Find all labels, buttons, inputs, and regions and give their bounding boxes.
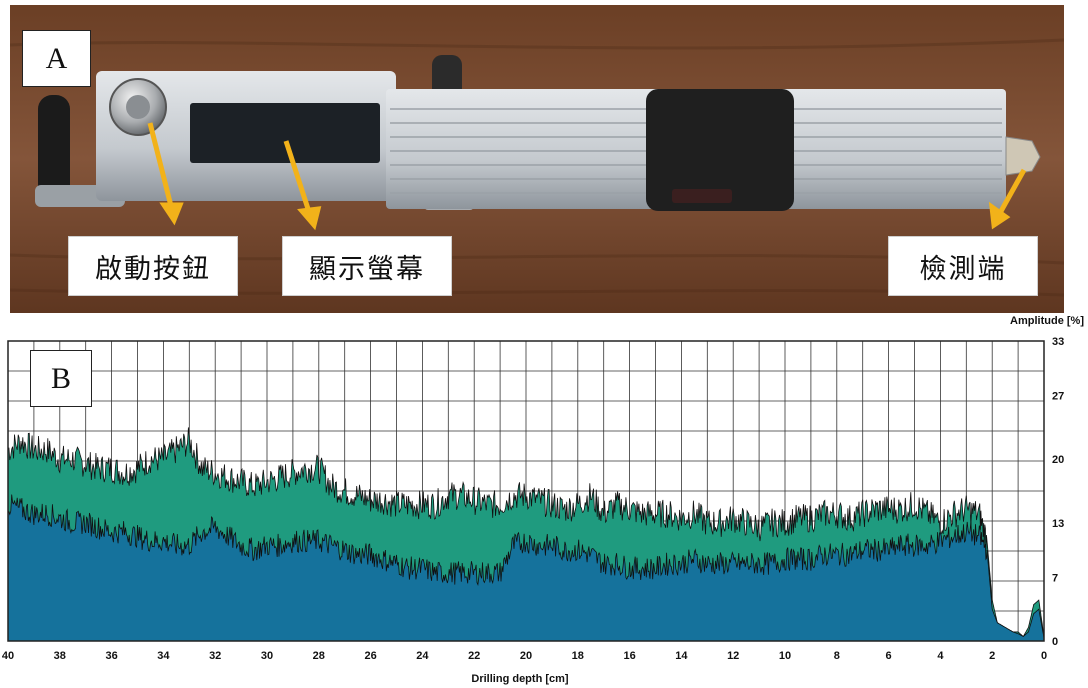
x-tick-label: 20 <box>520 650 532 662</box>
y-tick-label: 0 <box>1052 636 1058 648</box>
y-tick-label: 33 <box>1052 336 1064 348</box>
center-sleeve <box>646 89 794 211</box>
y-tick-label: 27 <box>1052 391 1064 403</box>
handle-grip <box>38 95 70 207</box>
x-tick-label: 26 <box>364 650 376 662</box>
probe-tip <box>1005 136 1041 176</box>
sleeve-badge <box>672 189 732 203</box>
plot-frame <box>7 340 1045 642</box>
callout-probe-end: 檢測端 <box>888 236 1038 296</box>
x-tick-label: 40 <box>2 650 14 662</box>
y-tick-labels: 0 7 13 20 27 33 <box>1052 336 1064 648</box>
x-tick-label: 18 <box>572 650 584 662</box>
y-axis-label: Amplitude [%] <box>1010 315 1084 327</box>
callout-arrows <box>147 122 1027 231</box>
x-tick-label: 10 <box>779 650 791 662</box>
y-tick-label: 13 <box>1052 518 1064 530</box>
x-tick-labels: 40 38 36 34 32 30 28 26 24 22 20 18 16 14 12 10 8 6 4 2 0 <box>2 650 1047 662</box>
x-tick-label: 0 <box>1041 650 1047 662</box>
x-tick-label: 38 <box>54 650 66 662</box>
callout-start-button: 啟動按鈕 <box>68 236 238 296</box>
resistance-chart: 40 38 36 34 32 30 28 26 24 22 20 18 16 14 12 10 8 6 4 2 0 07… <box>2 315 1084 685</box>
x-tick-label: 14 <box>675 650 688 662</box>
x-tick-label: 22 <box>468 650 480 662</box>
x-tick-label: 8 <box>834 650 840 662</box>
x-tick-label: 28 <box>313 650 325 662</box>
x-tick-label: 6 <box>886 650 892 662</box>
chart-areas <box>7 427 1045 642</box>
start-button-center <box>126 95 150 119</box>
y-tick-label: 20 <box>1052 454 1064 466</box>
x-tick-label: 2 <box>989 650 995 662</box>
x-tick-label: 30 <box>261 650 273 662</box>
x-tick-label: 4 <box>937 650 944 662</box>
x-tick-label: 24 <box>416 650 429 662</box>
y-tick-label: 7 <box>1052 572 1058 584</box>
display-screen <box>190 103 380 163</box>
x-tick-label: 16 <box>623 650 635 662</box>
x-tick-label: 32 <box>209 650 221 662</box>
panel-label-a: A <box>22 30 91 87</box>
x-tick-label: 12 <box>727 650 739 662</box>
callout-display-screen: 顯示螢幕 <box>282 236 452 296</box>
x-tick-label: 34 <box>157 650 170 662</box>
x-tick-label: 36 <box>105 650 117 662</box>
area-series-2 <box>7 494 1045 642</box>
panel-label-b: B <box>30 350 92 407</box>
x-axis-label: Drilling depth [cm] <box>471 673 569 685</box>
